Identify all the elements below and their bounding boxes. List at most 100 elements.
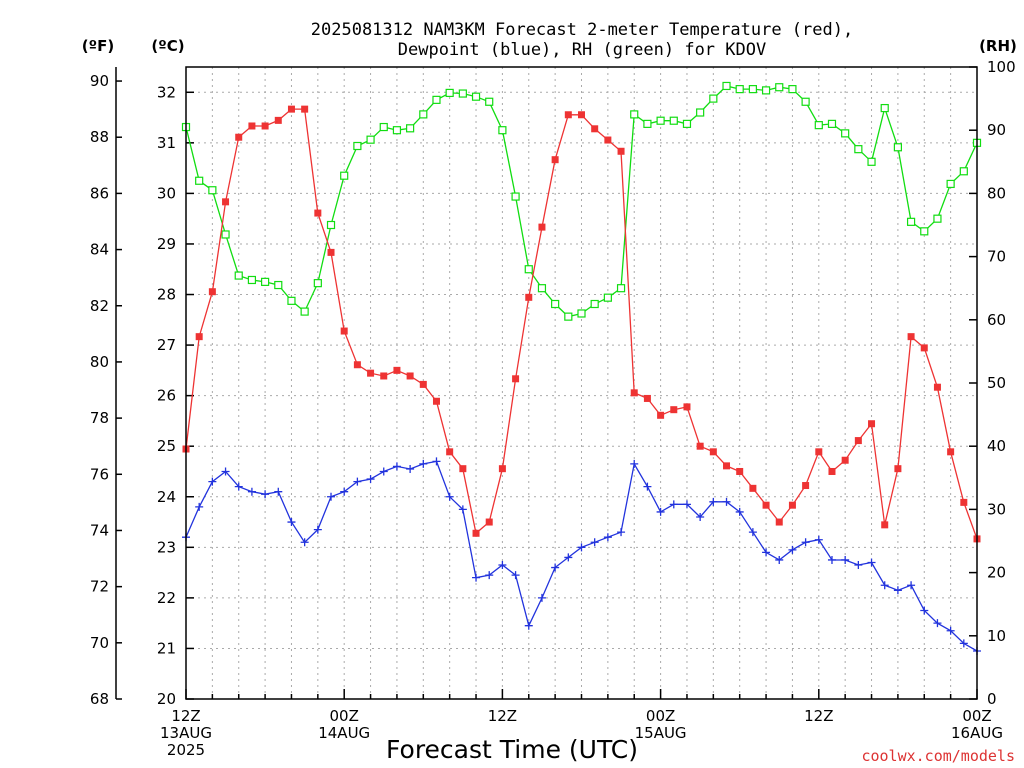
rh-point [616, 284, 626, 293]
dewpoint-point [261, 490, 270, 499]
rh-point [814, 121, 823, 130]
dewpoint-point [696, 512, 705, 521]
rh-point [326, 220, 336, 230]
rh-point [643, 119, 652, 128]
rh-point [841, 129, 850, 138]
temperature-point [960, 498, 968, 506]
rh-point [564, 312, 573, 321]
celsius-tick-label: 22 [157, 589, 176, 607]
fahrenheit-tick-label: 78 [90, 409, 109, 427]
rh-point [827, 119, 837, 128]
x-tick-label: 16AUG [951, 724, 1003, 742]
celsius-tick-label: 26 [157, 387, 176, 405]
dewpoint-point [735, 507, 744, 516]
temperature-point [696, 442, 704, 450]
rh-tick-label: 40 [987, 437, 1006, 455]
celsius-tick-label: 24 [157, 488, 176, 506]
temperature-point [933, 383, 941, 391]
dewpoint-point [959, 639, 968, 648]
dewpoint-point [247, 487, 256, 496]
dewpoint-point [709, 497, 718, 506]
fahrenheit-axis-unit: (ºF) [82, 37, 114, 55]
temperature-point [485, 518, 493, 526]
dewpoint-point [617, 528, 626, 537]
temperature-point [604, 136, 612, 144]
rh-point [208, 186, 217, 195]
rh-point [340, 171, 349, 180]
dewpoint-point [722, 497, 731, 506]
temperature-point [340, 327, 348, 335]
temperature-point [709, 448, 717, 456]
dewpoint-point [366, 475, 375, 484]
dewpoint-point [603, 533, 612, 542]
temperature-point [498, 465, 506, 473]
dewpoint-point [920, 606, 929, 615]
dewpoint-point [762, 548, 771, 557]
temperature-point [736, 467, 744, 475]
rh-point [445, 88, 454, 98]
temperature-point [788, 501, 796, 509]
rh-point [761, 86, 771, 95]
dewpoint-point [590, 538, 599, 547]
rh-point [933, 214, 942, 223]
celsius-tick-label: 21 [157, 639, 176, 657]
temperature-point [551, 156, 559, 164]
axes: 68 70 72 74 76 78 80 82 84 86 88 90 20 21 22 23 24 25 26 27… [90, 58, 1016, 759]
dewpoint-point [682, 500, 691, 509]
rh-point [709, 94, 718, 103]
chart-title-line1: 2025081312 NAM3KM Forecast 2-meter Tempe… [311, 20, 853, 40]
temperature-line [185, 108, 978, 540]
temperature-point [775, 518, 783, 526]
dewpoint-point [208, 477, 217, 486]
temperature-point [841, 456, 849, 464]
dewpoint-line [185, 460, 978, 652]
dewpoint-series [182, 457, 981, 655]
dewpoint-point [656, 507, 665, 516]
temperature-point [630, 389, 638, 397]
temperature-point [907, 333, 915, 341]
dewpoint-point [880, 581, 889, 590]
temperature-point [538, 223, 546, 231]
dewpoint-point [313, 525, 322, 534]
rh-point [353, 141, 362, 151]
temperature-point [208, 288, 216, 296]
rh-point [946, 179, 955, 189]
temperature-series [182, 105, 981, 543]
rh-tick-label: 20 [987, 564, 1006, 582]
fahrenheit-tick-label: 70 [90, 634, 109, 652]
dewpoint-point [788, 545, 797, 554]
dewpoint-point [498, 561, 507, 570]
celsius-tick-label: 31 [157, 134, 176, 152]
rh-point [920, 227, 929, 236]
rh-point [419, 110, 428, 119]
temperature-point [472, 529, 480, 537]
temperature-point [578, 111, 585, 119]
temperature-point [353, 361, 361, 369]
x-axis-label: Forecast Time (UTC) [386, 735, 638, 764]
dewpoint-point [392, 462, 401, 471]
temperature-point [643, 394, 651, 402]
temperature-point [301, 105, 309, 113]
dewpoint-point [379, 467, 388, 476]
temperature-point [235, 133, 243, 141]
temperature-point [327, 248, 335, 256]
fahrenheit-tick-label: 88 [90, 128, 109, 146]
rh-point [498, 126, 507, 135]
rh-point [959, 167, 968, 176]
temperature-point [564, 111, 572, 119]
temperature-point [195, 333, 203, 341]
temperature-point [920, 344, 928, 352]
temperature-point [261, 122, 269, 130]
fahrenheit-tick-label: 90 [90, 72, 109, 90]
rh-tick-label: 10 [987, 627, 1006, 645]
celsius-tick-label: 23 [157, 538, 176, 556]
rh-point [432, 95, 441, 104]
temperature-point [657, 411, 665, 419]
rh-tick-label: 100 [987, 58, 1016, 76]
x-tick-label: 13AUG [160, 724, 212, 742]
rh-point [247, 275, 257, 285]
rh-point [748, 85, 757, 94]
celsius-tick-label: 28 [157, 286, 176, 304]
temperature-point [591, 125, 599, 133]
rh-point [893, 143, 903, 152]
